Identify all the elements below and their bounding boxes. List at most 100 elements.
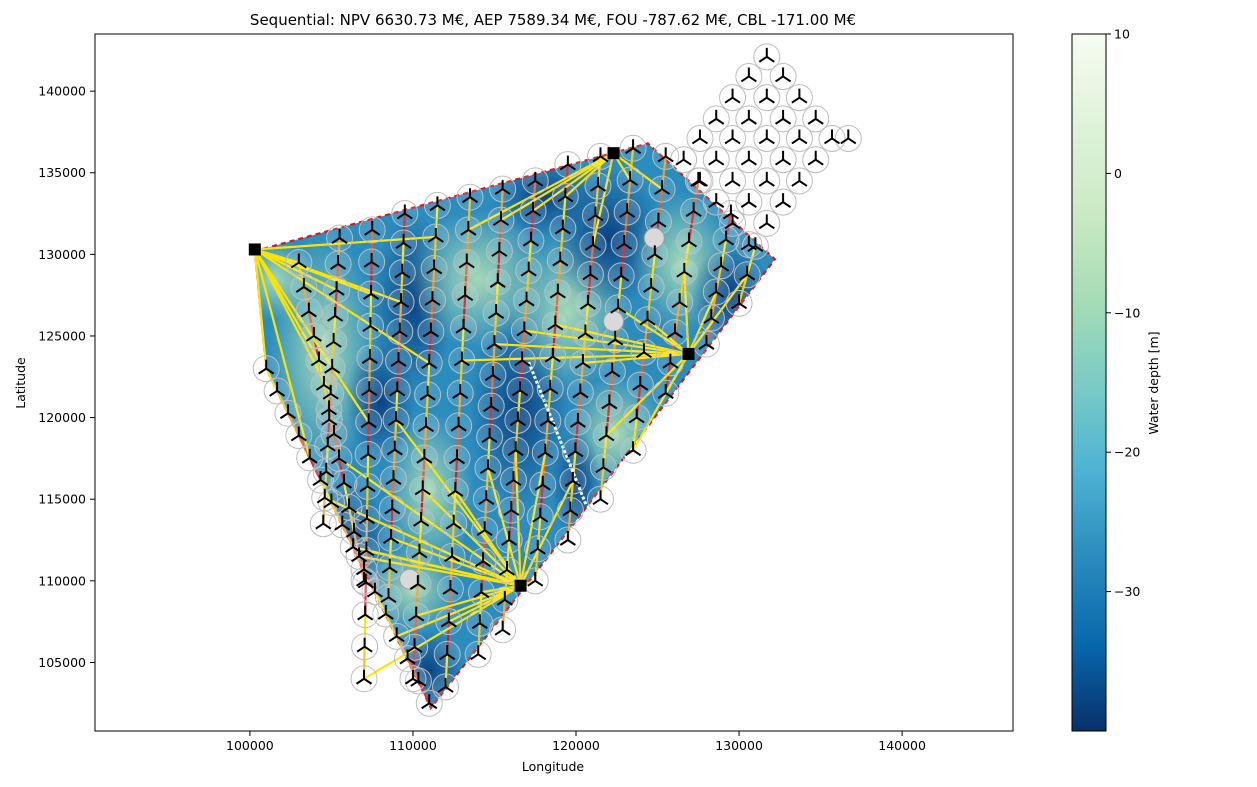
turbine-marker xyxy=(290,426,307,442)
turbine-marker xyxy=(362,317,379,332)
turbine-marker xyxy=(518,291,535,307)
turbine-marker xyxy=(319,436,336,452)
turbine-marker xyxy=(458,253,475,269)
obstacle xyxy=(643,227,665,249)
turbine-marker xyxy=(380,588,397,603)
turbine-marker-outside xyxy=(791,171,808,187)
turbine-marker-outside xyxy=(740,67,757,83)
plot-frame xyxy=(94,33,1014,732)
cable-home-run xyxy=(461,352,689,362)
turbine-marker xyxy=(562,501,579,517)
substation-marker xyxy=(682,347,695,360)
turbine-marker xyxy=(404,669,422,685)
turbine-marker xyxy=(713,256,730,272)
cable-home-run xyxy=(514,450,522,586)
turbine-marker xyxy=(394,263,411,279)
turbine-marker xyxy=(489,273,506,288)
turbine-marker xyxy=(386,440,403,456)
cable-segment xyxy=(286,412,300,437)
cable-home-run xyxy=(421,488,522,587)
colorbar-tick-label: −20 xyxy=(1114,445,1140,460)
turbine-marker-outside xyxy=(708,150,725,166)
substation-marker xyxy=(607,147,620,160)
turbine-marker-outside xyxy=(791,88,808,104)
turbine-marker xyxy=(440,612,457,628)
turbine-marker xyxy=(416,448,433,464)
turbine-marker-outside xyxy=(840,129,857,145)
turbines xyxy=(258,47,857,710)
obstacles xyxy=(399,227,665,590)
turbine-marker xyxy=(654,180,671,195)
cable-home-run xyxy=(519,480,574,587)
turbine-marker xyxy=(514,351,531,367)
turbine-marker xyxy=(357,573,374,589)
turbine-marker xyxy=(392,293,410,308)
cable-home-run xyxy=(612,152,663,190)
turbine-marker xyxy=(444,547,461,563)
turbine-marker-outside xyxy=(740,235,757,251)
turbine-marker xyxy=(703,309,720,324)
turbine-marker-outside xyxy=(740,193,757,208)
turbine-marker-outside xyxy=(740,150,757,166)
cable-segment xyxy=(330,501,344,526)
turbine-marker xyxy=(607,330,624,346)
turbine-marker xyxy=(330,255,347,270)
turbine-marker-outside xyxy=(775,109,792,125)
turbine-marker xyxy=(381,558,398,574)
turbine-marker xyxy=(366,582,383,598)
cable-home-run xyxy=(519,452,547,586)
turbine-marker-outside xyxy=(724,171,741,187)
turbine-marker xyxy=(567,442,584,458)
turbine-marker-outside xyxy=(708,193,725,208)
turbine-marker xyxy=(356,637,373,653)
turbine-marker xyxy=(662,353,679,369)
turbine-marker-outside xyxy=(675,150,692,166)
turbine-marker xyxy=(639,310,656,326)
turbine-marker xyxy=(305,326,322,342)
cable-home-run xyxy=(532,152,615,212)
turbine-marker xyxy=(327,306,344,322)
turbine-marker xyxy=(574,353,591,369)
turbine-marker xyxy=(450,416,467,432)
turbine-marker xyxy=(496,590,513,606)
turbine-marker xyxy=(384,499,401,515)
colorbar-tick-label: 0 xyxy=(1114,166,1122,181)
turbine-marker xyxy=(488,304,505,319)
turbine-marker xyxy=(542,379,559,395)
turbine-marker xyxy=(426,259,443,275)
turbine-marker xyxy=(269,381,286,397)
turbine-marker xyxy=(577,324,594,340)
turbine-marker xyxy=(345,522,363,538)
turbine-marker xyxy=(625,441,642,457)
cable-home-run xyxy=(253,248,370,423)
turbine-marker-outside xyxy=(758,129,775,145)
substation-marker xyxy=(248,243,261,256)
turbine-marker xyxy=(479,459,497,475)
turbine-marker xyxy=(355,669,373,685)
turbine-marker xyxy=(552,251,569,267)
turbine-marker-outside xyxy=(807,150,824,166)
turbine-marker xyxy=(539,411,556,427)
turbine-marker xyxy=(511,381,529,397)
turbine-marker xyxy=(460,220,477,236)
cable-home-run xyxy=(254,248,402,304)
turbine-marker xyxy=(461,188,479,204)
x-tick-label: 100000 xyxy=(226,738,274,753)
cable-home-run xyxy=(605,353,690,437)
turbine-marker xyxy=(547,315,564,331)
turbine-marker xyxy=(427,227,444,243)
turbine-marker xyxy=(300,302,317,318)
turbine-marker xyxy=(360,413,377,429)
turbine-marker xyxy=(387,411,405,426)
cable-segment xyxy=(276,390,289,414)
turbine-marker xyxy=(604,362,621,378)
turbine-marker xyxy=(258,359,275,375)
turbine-marker xyxy=(359,477,376,493)
turbine-marker xyxy=(414,480,431,496)
turbine-marker xyxy=(355,560,373,576)
turbine-marker xyxy=(395,234,412,249)
turbine-marker xyxy=(331,229,348,244)
turbine-marker xyxy=(507,441,524,457)
turbine-marker xyxy=(478,490,495,506)
turbine-marker xyxy=(325,332,342,348)
